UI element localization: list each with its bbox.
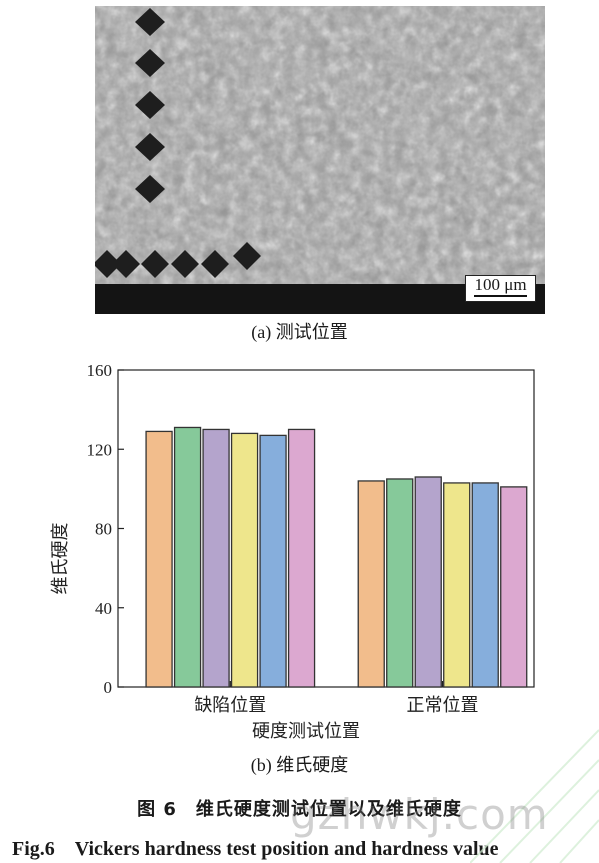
x-tick-label-0: 缺陷位置 [194,695,266,716]
bar-1-1 [386,478,414,688]
bar-1-0 [357,480,385,688]
y-tick-label-1: 40 [95,599,112,618]
bar-0-3 [230,432,259,688]
caption-b: (b) 维氏硬度 [250,755,349,775]
caption-a: (a) 测试位置 [251,322,348,342]
y-tick-label-3: 120 [87,440,113,459]
bar-0-1 [173,426,202,688]
micrograph-image [95,6,545,314]
scale-bar [474,295,527,297]
bar-1-3 [443,482,471,688]
bar-1-5 [500,486,528,688]
watermark-text: gzhwkj.com [290,790,549,839]
bar-0-0 [145,430,173,688]
y-tick-label-4: 160 [87,361,113,380]
scale-bar-label: 100 μm [465,275,536,302]
figure-title-cn: 图 6 维氏硬度测试位置以及维氏硬度 [137,799,462,820]
x-axis-label: 硬度测试位置 [252,721,360,742]
bar-0-4 [259,434,287,688]
x-tick-label-1: 正常位置 [406,695,478,716]
indent-marks [95,8,261,278]
bar-1-2 [414,476,442,688]
bar-1-4 [471,482,499,688]
y-tick-label-0: 0 [104,678,113,697]
watermark-decoration [470,729,599,863]
y-tick-label-2: 80 [95,520,112,539]
bar-0-5 [287,428,316,688]
bar-0-2 [202,428,230,688]
figure-title-en: Fig.6 Vickers hardness test position and… [12,838,499,860]
y-axis-label: 维氏硬度 [50,523,71,595]
